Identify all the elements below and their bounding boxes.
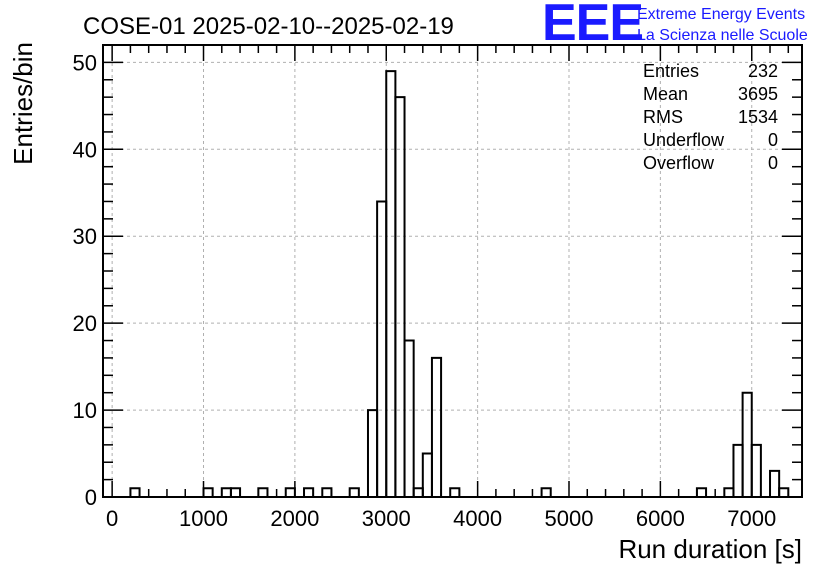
histogram-bin [421, 452, 433, 497]
stats-label: Overflow [643, 153, 715, 173]
histogram-bin [303, 487, 315, 497]
stats-value: 0 [768, 130, 778, 150]
histogram-bin [220, 487, 232, 497]
stats-label: Underflow [643, 130, 725, 150]
logo-line2: La Scienza nelle Scuole [637, 27, 808, 44]
x-tick-label: 4000 [453, 506, 502, 531]
histogram-bin [403, 339, 415, 497]
histogram-bin [348, 487, 360, 497]
plot-frame [102, 44, 803, 498]
histogram-bin [540, 487, 552, 497]
y-tick-label: 30 [73, 224, 97, 249]
chart-title: COSE-01 2025-02-10--2025-02-19 [83, 13, 454, 40]
histogram-bin [376, 200, 388, 497]
stats-label: RMS [643, 107, 683, 127]
logo-line1: Extreme Energy Events [637, 6, 805, 23]
y-tick-label: 0 [85, 485, 97, 510]
x-tick-label: 7000 [727, 506, 776, 531]
histogram-bin [129, 487, 141, 497]
histogram-bin [229, 487, 242, 497]
histogram-bin [741, 391, 753, 497]
x-tick-label: 5000 [545, 506, 594, 531]
histogram-bin [769, 469, 781, 497]
x-tick-label: 0 [106, 506, 118, 531]
grid-layer [103, 45, 802, 497]
histogram-bin [257, 487, 269, 497]
x-axis-title: Run duration [s] [618, 534, 802, 564]
histogram-bin [750, 443, 762, 497]
stats-value: 0 [768, 153, 778, 173]
stats-value: 3695 [738, 84, 778, 104]
x-tick-label: 2000 [270, 506, 319, 531]
tick-label-layer: 0 1000 2000 3000 4000 5000 6000 7000 0 10 20 30 40 50 [73, 50, 777, 531]
x-tick-label: 1000 [179, 506, 228, 531]
histogram-bin [695, 487, 708, 497]
y-axis-title: Entries/bin [8, 42, 38, 165]
histogram-bin [202, 487, 214, 497]
histogram-bin [284, 487, 296, 497]
histogram-bin [778, 487, 790, 497]
x-tick-label: 6000 [636, 506, 685, 531]
histogram-bin [732, 443, 744, 497]
y-tick-label: 20 [73, 311, 97, 336]
histogram-bin [394, 96, 406, 497]
y-tick-label: 50 [73, 50, 97, 75]
histogram-bin [412, 487, 424, 497]
stats-value: 232 [748, 61, 778, 81]
histogram-bin [430, 356, 443, 497]
stats-label: Mean [643, 84, 688, 104]
histogram-bin [723, 487, 735, 497]
y-tick-label: 40 [73, 137, 97, 162]
histogram-bin [321, 487, 333, 497]
stats-value: 1534 [738, 107, 778, 127]
x-tick-label: 3000 [362, 506, 411, 531]
histogram-bin [366, 409, 379, 497]
histogram-bin [449, 487, 461, 497]
tick-layer [103, 44, 802, 498]
eee-logo-mark: EEE [542, 0, 643, 52]
histogram-bin [385, 70, 397, 497]
y-tick-label: 10 [73, 398, 97, 423]
stats-label: Entries [643, 61, 699, 81]
stats-box: Entries 232 Mean 3695 RMS 1534 Underflow 0 Overf… [643, 61, 778, 173]
